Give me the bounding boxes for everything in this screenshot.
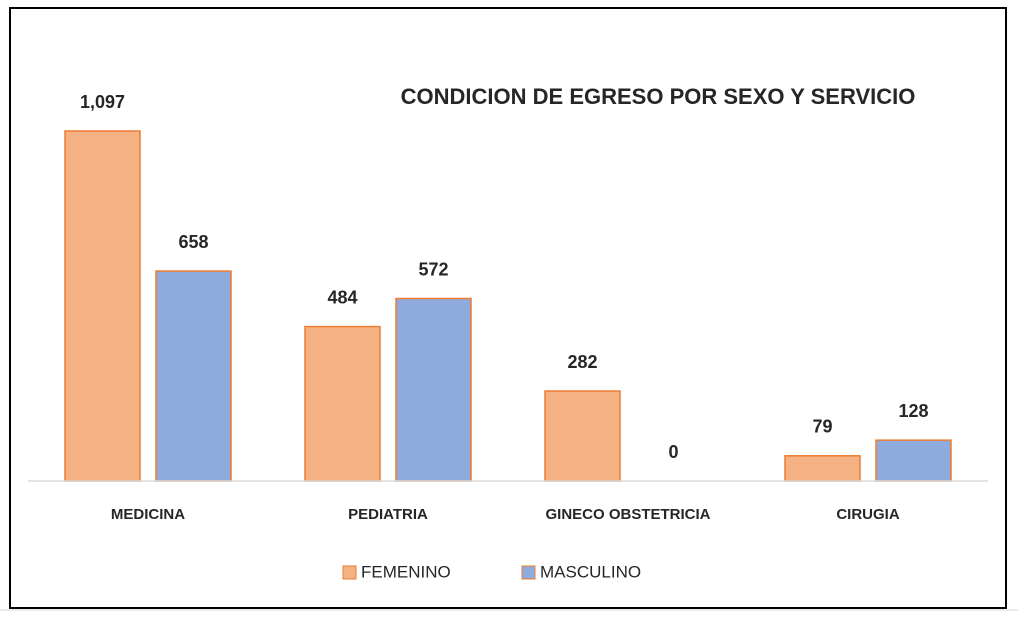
data-label: 128 (898, 401, 928, 421)
legend-label: MASCULINO (540, 562, 641, 581)
data-label: 1,097 (80, 92, 125, 112)
x-tick-label: PEDIATRIA (348, 506, 428, 523)
data-label: 572 (418, 259, 448, 279)
data-label: 484 (327, 287, 357, 307)
data-label: 282 (567, 352, 597, 372)
x-tick-label: CIRUGIA (836, 506, 900, 523)
data-label: 658 (178, 232, 208, 252)
bar (155, 270, 232, 482)
bar (64, 130, 141, 482)
bar (784, 455, 861, 482)
legend-swatch (342, 565, 357, 580)
bar (875, 439, 952, 482)
bar (395, 297, 472, 482)
legend-label: FEMENINO (361, 562, 451, 581)
x-tick-label: GINECO OBSTETRICIA (545, 506, 710, 523)
bar (544, 390, 621, 482)
legend-swatch (521, 565, 536, 580)
data-label: 0 (668, 442, 678, 462)
bar (304, 325, 381, 482)
data-label: 79 (812, 417, 832, 437)
x-tick-label: MEDICINA (111, 506, 185, 523)
chart-title: CONDICION DE EGRESO POR SEXO Y SERVICIO (401, 84, 916, 109)
